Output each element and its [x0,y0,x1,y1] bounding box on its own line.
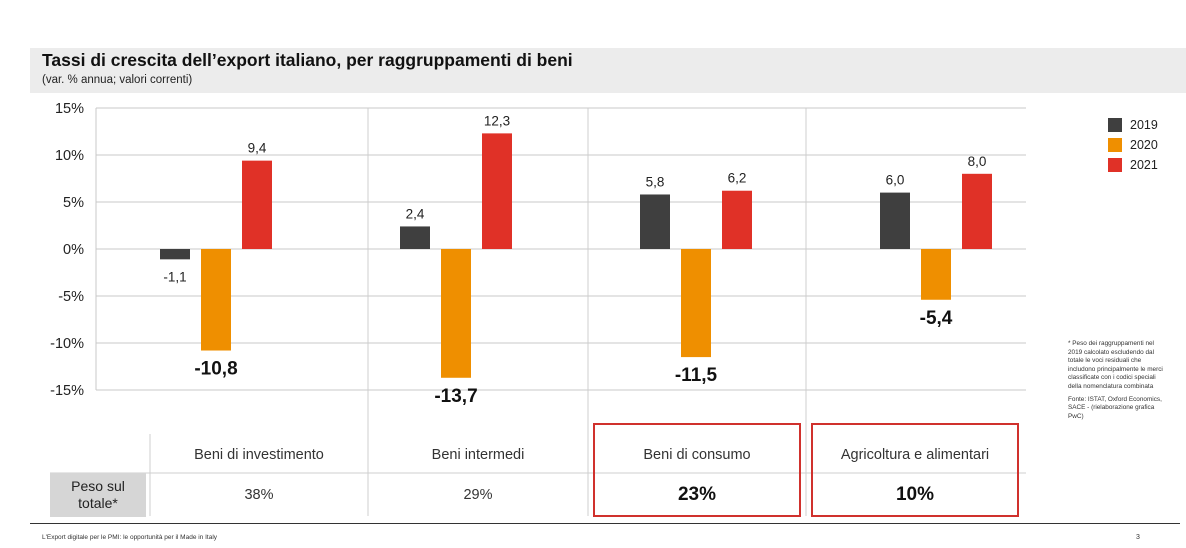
y-tick-label: -15% [50,383,84,399]
legend-label-2019: 2019 [1130,118,1158,132]
highlight-box [811,423,1019,517]
bar-2021-3 [962,173,992,249]
legend-swatch-2021 [1108,158,1122,172]
chart-subtitle: (var. % annua; valori correnti) [42,74,193,86]
page-number: 3 [1136,534,1140,541]
y-tick-label: 0% [63,242,84,258]
bar-2019-2 [640,194,670,249]
title-band [30,48,1186,93]
data-label: -13,7 [434,386,477,407]
bar-2021-1 [482,133,512,249]
bar-2020-3 [921,249,951,300]
legend-item-2019: 2019 [1108,115,1158,135]
y-tick-label: 10% [55,148,84,164]
bar-2020-2 [681,249,711,358]
legend-item-2020: 2020 [1108,135,1158,155]
highlight-box [593,423,801,517]
side-note-asterisk: * Peso dei raggruppamenti nel 2019 calco… [1068,340,1163,390]
data-label: -5,4 [920,308,953,329]
y-tick-label: -10% [50,336,84,352]
bar-2021-0 [242,160,272,249]
footer-rule [30,523,1180,524]
data-label: 12,3 [484,113,510,128]
legend-swatch-2019 [1108,118,1122,132]
legend: 2019 2020 2021 [1108,115,1158,175]
data-label: -10,8 [194,359,237,380]
chart-title: Tassi di crescita dell’export italiano, … [42,50,573,70]
bar-2019-3 [880,192,910,249]
legend-item-2021: 2021 [1108,155,1158,175]
bar-2020-1 [441,249,471,378]
legend-label-2020: 2020 [1130,138,1158,152]
footer-text: L'Export digitale per le PMI: le opportu… [42,534,218,541]
bar-2021-2 [722,190,752,249]
bar-2019-1 [400,226,430,249]
data-label: 2,4 [406,206,425,221]
legend-swatch-2020 [1108,138,1122,152]
y-tick-label: -5% [58,289,84,305]
data-label: -11,5 [675,365,718,386]
side-note: * Peso dei raggruppamenti nel 2019 calco… [1068,340,1168,425]
data-label: 9,4 [248,141,267,156]
bar-2020-0 [201,249,231,351]
data-label: 6,2 [728,171,747,186]
y-tick-label: 15% [55,101,84,117]
data-label: -1,1 [163,269,186,284]
legend-label-2021: 2021 [1130,158,1158,172]
bar-2019-0 [160,249,190,260]
data-label: 8,0 [968,154,987,169]
data-label: 6,0 [886,173,905,188]
side-note-source: Fonte: ISTAT, Oxford Economics, SACE - (… [1068,395,1162,420]
data-label: 5,8 [646,174,665,189]
y-tick-label: 5% [63,195,84,211]
